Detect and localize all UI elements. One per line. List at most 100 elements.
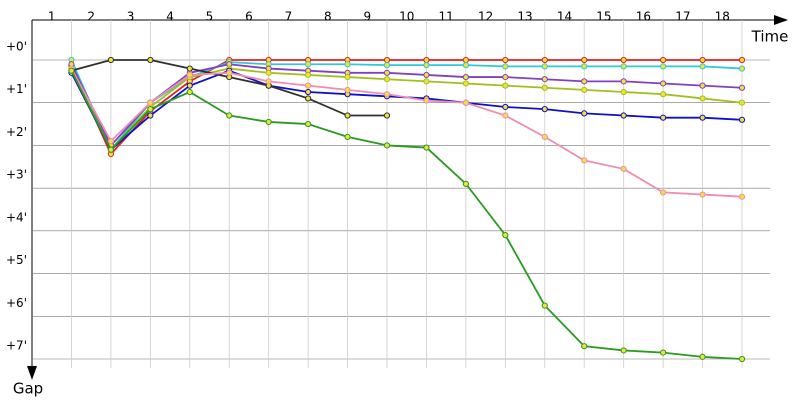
data-point bbox=[620, 78, 627, 85]
data-point bbox=[738, 99, 746, 106]
data-point bbox=[305, 88, 312, 96]
data-point bbox=[265, 118, 272, 126]
x-tick-label: 18 bbox=[715, 10, 730, 24]
y-tick-label: +6' bbox=[6, 296, 27, 310]
data-point bbox=[699, 63, 706, 70]
data-point bbox=[383, 91, 391, 98]
x-tick-label: 15 bbox=[596, 10, 611, 24]
data-point bbox=[305, 95, 312, 102]
data-point bbox=[699, 82, 706, 89]
data-point bbox=[344, 112, 351, 119]
data-point bbox=[226, 69, 233, 76]
data-point bbox=[344, 73, 351, 81]
data-point bbox=[660, 63, 667, 70]
series-line bbox=[70, 70, 743, 360]
data-point bbox=[147, 99, 154, 106]
data-point bbox=[541, 302, 548, 309]
data-point bbox=[738, 193, 746, 200]
y-tick-label: +7' bbox=[6, 339, 27, 353]
data-point bbox=[620, 56, 627, 64]
x-tick-label: 9 bbox=[363, 10, 371, 24]
data-point bbox=[462, 56, 469, 64]
data-point bbox=[107, 138, 114, 145]
data-point bbox=[699, 56, 706, 64]
data-point bbox=[502, 103, 509, 111]
data-point bbox=[383, 76, 391, 83]
y-tick-label: +3' bbox=[6, 168, 27, 182]
data-point bbox=[186, 82, 193, 89]
data-point bbox=[423, 62, 430, 69]
x-tick-label: 6 bbox=[245, 10, 253, 24]
data-point bbox=[186, 65, 193, 72]
data-point bbox=[383, 142, 391, 149]
data-point bbox=[502, 232, 509, 239]
data-point bbox=[344, 133, 351, 140]
data-point bbox=[699, 191, 706, 198]
data-point bbox=[738, 116, 746, 123]
data-point bbox=[68, 67, 75, 74]
data-point bbox=[738, 56, 746, 64]
series-line bbox=[70, 68, 743, 198]
data-point bbox=[660, 80, 667, 87]
data-point bbox=[344, 86, 351, 94]
data-point bbox=[462, 73, 469, 81]
data-point bbox=[699, 353, 706, 360]
data-point bbox=[462, 180, 469, 187]
data-point bbox=[305, 82, 312, 89]
x-tick-label: 16 bbox=[636, 10, 651, 24]
series-line bbox=[70, 63, 743, 148]
data-point bbox=[383, 69, 391, 76]
data-point bbox=[541, 56, 548, 64]
data-point bbox=[660, 114, 667, 121]
data-point bbox=[620, 165, 627, 173]
x-tick-label: 7 bbox=[285, 10, 293, 24]
x-tick-label: 4 bbox=[166, 10, 174, 24]
x-tick-label: 14 bbox=[557, 10, 572, 24]
data-point bbox=[265, 69, 272, 76]
y-tick-label: +4' bbox=[6, 210, 27, 224]
data-point bbox=[423, 71, 430, 79]
data-point bbox=[502, 82, 509, 89]
x-tick-label: 12 bbox=[478, 10, 493, 24]
data-point bbox=[699, 114, 706, 121]
data-point bbox=[620, 112, 627, 119]
data-point bbox=[660, 349, 667, 356]
y-tick-label: +5' bbox=[6, 253, 27, 267]
data-point bbox=[462, 62, 469, 69]
data-point bbox=[541, 133, 548, 140]
data-point bbox=[581, 110, 588, 117]
y-tick-label: +2' bbox=[6, 125, 27, 139]
data-point bbox=[305, 71, 312, 79]
data-point bbox=[462, 99, 469, 106]
data-point bbox=[502, 56, 509, 64]
data-point bbox=[541, 84, 548, 91]
data-point bbox=[581, 343, 588, 350]
data-point bbox=[502, 112, 509, 119]
x-tick-label: 13 bbox=[517, 10, 532, 24]
x-tick-label: 8 bbox=[324, 10, 332, 24]
data-point bbox=[738, 84, 746, 91]
data-point bbox=[660, 91, 667, 98]
data-point bbox=[383, 56, 391, 64]
data-point bbox=[383, 62, 391, 69]
y-axis-label: Gap bbox=[13, 380, 43, 398]
data-point bbox=[660, 189, 667, 196]
data-point bbox=[186, 71, 193, 79]
y-tick-label: +1' bbox=[6, 82, 27, 96]
data-point bbox=[462, 80, 469, 87]
data-point bbox=[107, 146, 114, 153]
data-point bbox=[265, 78, 272, 85]
x-tick-label: 17 bbox=[675, 10, 690, 24]
x-tick-label: 5 bbox=[206, 10, 214, 24]
data-point bbox=[541, 106, 548, 113]
x-axis-label: Time bbox=[751, 28, 789, 46]
data-point bbox=[620, 347, 627, 354]
data-point bbox=[541, 76, 548, 83]
data-point bbox=[226, 112, 233, 119]
data-point bbox=[305, 120, 312, 128]
data-point bbox=[502, 63, 509, 70]
data-point bbox=[581, 78, 588, 85]
x-tick-label: 11 bbox=[439, 10, 454, 24]
data-point bbox=[620, 88, 627, 96]
